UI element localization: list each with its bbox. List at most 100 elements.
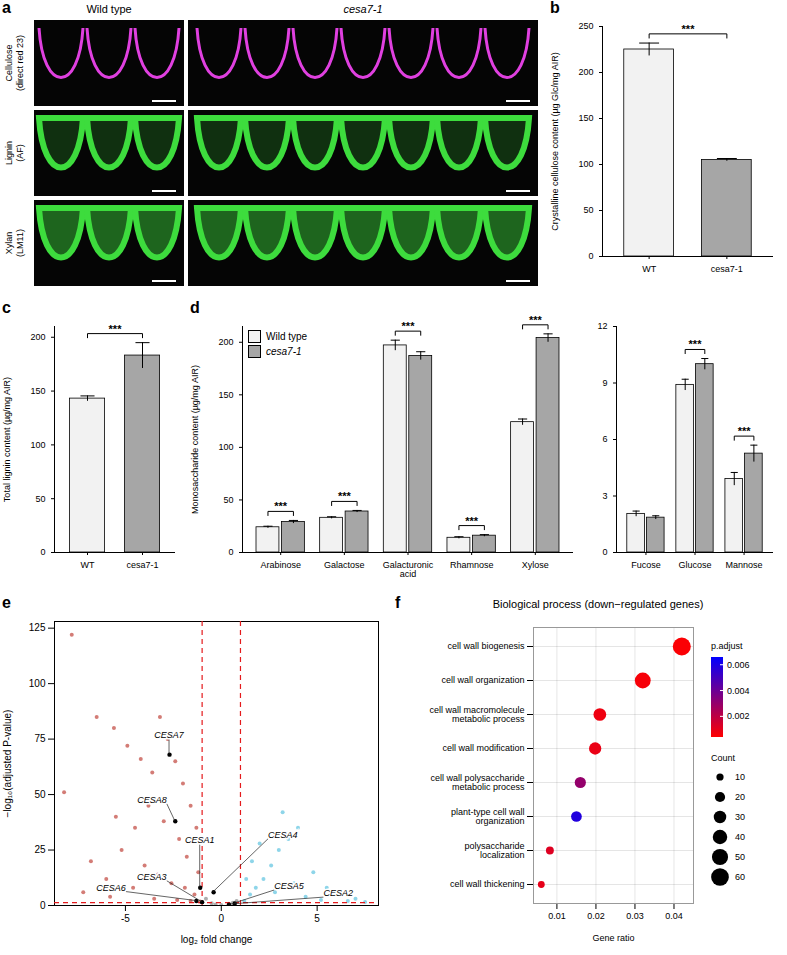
svg-text:0.03: 0.03 <box>626 911 644 921</box>
svg-text:12: 12 <box>597 321 607 331</box>
svg-text:100: 100 <box>218 442 233 452</box>
svg-text:Galactose: Galactose <box>324 560 365 570</box>
svg-text:Glucose: Glucose <box>678 560 711 570</box>
svg-text:50: 50 <box>223 495 233 505</box>
svg-text:***: *** <box>465 515 479 527</box>
svg-text:0: 0 <box>219 913 225 924</box>
svg-text:Xylan: Xylan <box>4 232 14 255</box>
svg-text:(direct red 23): (direct red 23) <box>15 35 25 91</box>
svg-text:(AF): (AF) <box>15 144 25 162</box>
svg-text:6: 6 <box>602 434 607 444</box>
html-text:b: b <box>550 0 560 16</box>
svg-text:cesa7-1: cesa7-1 <box>126 560 158 570</box>
html-text:Wild type: Wild type <box>266 331 308 342</box>
svg-text:Galacturonicacid: Galacturonicacid <box>383 560 434 579</box>
svg-text:WT: WT <box>642 264 656 274</box>
svg-text:0.02: 0.02 <box>587 911 605 921</box>
svg-text:0: 0 <box>602 547 607 557</box>
svg-text:Wild type: Wild type <box>86 3 131 15</box>
svg-text:cell wall polysaccharidemetabo: cell wall polysaccharidemetabolic proces… <box>430 773 525 792</box>
svg-text:cell wall organization: cell wall organization <box>441 675 524 685</box>
svg-text:50: 50 <box>34 789 46 800</box>
svg-text:CESA5: CESA5 <box>274 881 305 891</box>
svg-text:50: 50 <box>35 494 45 504</box>
svg-text:200: 200 <box>30 332 45 342</box>
svg-text:25: 25 <box>34 844 46 855</box>
svg-text:0.002: 0.002 <box>727 711 750 721</box>
svg-text:0: 0 <box>40 547 45 557</box>
svg-text:***: *** <box>274 500 288 512</box>
svg-text:200: 200 <box>218 337 233 347</box>
svg-text:Fucose: Fucose <box>631 560 661 570</box>
svg-text:CESA4: CESA4 <box>268 830 298 840</box>
svg-text:50: 50 <box>735 852 745 862</box>
svg-text:-5: -5 <box>121 913 130 924</box>
svg-text:cesa7-1: cesa7-1 <box>343 3 382 15</box>
svg-text:cesa7-1: cesa7-1 <box>711 264 743 274</box>
svg-text:100: 100 <box>29 678 46 689</box>
html-text:cesa7-1: cesa7-1 <box>266 346 302 357</box>
svg-text:Mannose: Mannose <box>726 560 763 570</box>
svg-text:100: 100 <box>30 440 45 450</box>
svg-text:0.04: 0.04 <box>665 911 683 921</box>
svg-text:***: *** <box>402 320 416 332</box>
svg-text:***: *** <box>738 425 752 437</box>
svg-text:10: 10 <box>735 772 745 782</box>
svg-text:150: 150 <box>218 390 233 400</box>
svg-text:100: 100 <box>578 159 593 169</box>
svg-text:Lignin: Lignin <box>4 141 14 165</box>
svg-text:3: 3 <box>602 491 607 501</box>
svg-text:cell wall macromoleculemetabol: cell wall macromoleculemetabolic process <box>429 705 525 724</box>
svg-text:CESA7: CESA7 <box>154 730 185 740</box>
svg-text:***: *** <box>109 323 123 335</box>
svg-text:Monosaccharide content (µg/mg: Monosaccharide content (µg/mg AIR) <box>190 365 200 514</box>
svg-text:WT: WT <box>81 560 95 570</box>
html-text:Biological process (down−regul: Biological process (down−regulated genes… <box>492 598 704 610</box>
svg-text:p.adjust: p.adjust <box>711 641 743 651</box>
svg-text:150: 150 <box>30 386 45 396</box>
svg-text:***: *** <box>682 23 696 35</box>
svg-text:0: 0 <box>228 547 233 557</box>
svg-text:***: *** <box>689 338 703 350</box>
svg-text:Cellulose: Cellulose <box>4 44 14 81</box>
svg-text:0.004: 0.004 <box>727 686 750 696</box>
svg-text:9: 9 <box>602 378 607 388</box>
svg-text:60: 60 <box>735 872 745 882</box>
svg-text:CESA8: CESA8 <box>137 795 167 805</box>
svg-text:CESA3: CESA3 <box>137 872 167 882</box>
svg-text:CESA1: CESA1 <box>185 835 215 845</box>
svg-text:cell wall biogenesis: cell wall biogenesis <box>447 641 525 651</box>
svg-text:CESA2: CESA2 <box>323 888 353 898</box>
svg-text:Gene ratio: Gene ratio <box>592 933 634 943</box>
svg-text:Xylose: Xylose <box>522 560 549 570</box>
svg-text:75: 75 <box>34 733 46 744</box>
svg-text:5: 5 <box>314 913 320 924</box>
svg-text:plant-type cell wallorganizati: plant-type cell wallorganization <box>451 807 525 826</box>
svg-text:Total lignin content (µg/mg AI: Total lignin content (µg/mg AIR) <box>2 377 12 502</box>
svg-text:Arabinose: Arabinose <box>260 560 301 570</box>
svg-text:***: *** <box>338 490 352 502</box>
svg-text:40: 40 <box>735 832 745 842</box>
svg-text:cell wall thickening: cell wall thickening <box>450 879 525 889</box>
svg-text:***: *** <box>529 314 543 326</box>
svg-text:CESA6: CESA6 <box>96 883 126 893</box>
svg-text:30: 30 <box>735 812 745 822</box>
svg-text:250: 250 <box>578 21 593 31</box>
svg-text:polysaccharidelocalization: polysaccharidelocalization <box>464 841 524 860</box>
svg-text:50: 50 <box>583 205 593 215</box>
svg-text:125: 125 <box>29 622 46 633</box>
svg-text:0: 0 <box>588 251 593 261</box>
svg-text:(LM11): (LM11) <box>15 229 25 257</box>
svg-text:0.006: 0.006 <box>727 660 750 670</box>
svg-text:cell wall modification: cell wall modification <box>442 743 524 753</box>
svg-text:Crystalline cellulose content: Crystalline cellulose content (µg Glc/mg… <box>550 52 560 230</box>
svg-text:Count: Count <box>711 753 736 763</box>
svg-text:0.01: 0.01 <box>548 911 566 921</box>
svg-text:200: 200 <box>578 67 593 77</box>
svg-text:20: 20 <box>735 792 745 802</box>
svg-text:−log₁₀(adjusted P-value): −log₁₀(adjusted P-value) <box>2 710 13 818</box>
svg-text:0: 0 <box>40 900 46 911</box>
svg-text:150: 150 <box>578 113 593 123</box>
svg-text:log₂ fold change: log₂ fold change <box>181 934 253 945</box>
svg-text:Rhamnose: Rhamnose <box>450 560 494 570</box>
